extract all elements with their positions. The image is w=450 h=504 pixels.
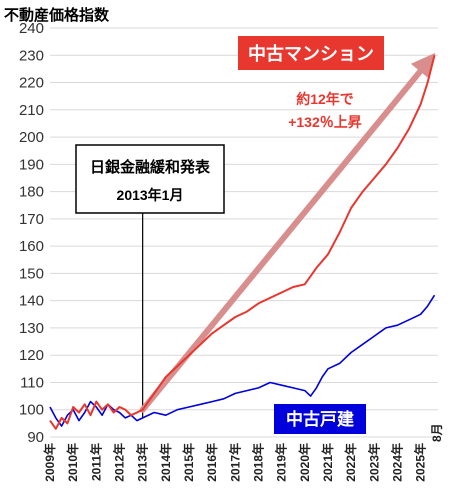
x-tick-label: 2010年 (65, 443, 80, 482)
x-tick-label: 2016年 (204, 443, 219, 482)
x-tick-label: 2021年 (320, 443, 335, 482)
x-tick-label: 2009年 (42, 443, 57, 482)
y-tick-label: 90 (27, 429, 44, 446)
y-tick-label: 110 (20, 374, 44, 391)
legend-label-kodate-bg (274, 404, 366, 434)
grid-lines (50, 27, 438, 438)
series-line-kodate (49, 294, 436, 427)
y-tick-label: 160 (19, 238, 44, 255)
y-tick-label: 120 (19, 347, 44, 364)
y-tick-label: 100 (19, 402, 44, 419)
policy-callout-title: 日銀金融緩和発表 (90, 158, 211, 176)
x-tick-label: 2011年 (88, 443, 103, 481)
y-axis-ticks: 90 100 110 120 130 140 150 160 170 180 190 200 210 22… (19, 20, 44, 446)
legend-label-mansion-text: 中古マンション (248, 43, 374, 64)
y-tick-label: 200 (19, 129, 44, 146)
x-tick-label: 2012年 (111, 443, 126, 482)
rise-arrow (139, 52, 436, 413)
y-tick-label: 180 (19, 184, 44, 201)
x-tick-label: 2020年 (297, 443, 312, 482)
y-tick-label: 230 (19, 47, 44, 64)
x-tick-label: 2025年 (413, 443, 428, 482)
x-tick-label: 2024年 (389, 443, 404, 482)
x-tick-label: 2019年 (274, 443, 289, 482)
x-tick-label: 2018年 (250, 443, 265, 482)
y-tick-label: 150 (19, 265, 44, 282)
y-axis-title: 不動産価格指数 (4, 6, 110, 24)
x-tick-label: 2014年 (158, 443, 173, 482)
policy-callout-date: 2013年1月 (117, 187, 184, 203)
y-tick-label: 140 (19, 293, 44, 310)
y-tick-label: 210 (19, 102, 44, 119)
y-tick-label: 190 (19, 156, 44, 173)
series-line-mansion (49, 55, 436, 430)
x-tick-label: 2015年 (181, 443, 196, 482)
legend-label-kodate-text: 中古戸建 (286, 409, 354, 429)
y-tick-label: 170 (19, 211, 44, 228)
policy-callout-box (75, 144, 225, 214)
x-tick-label: 2017年 (227, 443, 242, 482)
x-end-month-label: 8月 (430, 423, 444, 442)
y-tick-label: 130 (19, 320, 44, 337)
legend-label-mansion: 中古マンション (238, 36, 384, 70)
y-tick-label: 240 (19, 20, 44, 37)
x-tick-label: 2022年 (343, 443, 358, 482)
y-tick-label: 220 (19, 75, 44, 92)
x-tick-label: 2023年 (366, 443, 381, 482)
legend-label-mansion-bg (238, 36, 384, 70)
legend-label-kodate: 中古戸建 (274, 404, 366, 434)
policy-callout: 日銀金融緩和発表 2013年1月 (75, 144, 225, 214)
rise-annotation-period: 約12年で (296, 91, 354, 107)
x-axis-ticks: 2009年 2010年 2011年 2012年 2013年 2014年 2015年 2016年… (42, 443, 428, 482)
rise-annotation-percent: +132％上昇 (288, 114, 362, 130)
x-tick-label: 2013年 (135, 443, 150, 482)
